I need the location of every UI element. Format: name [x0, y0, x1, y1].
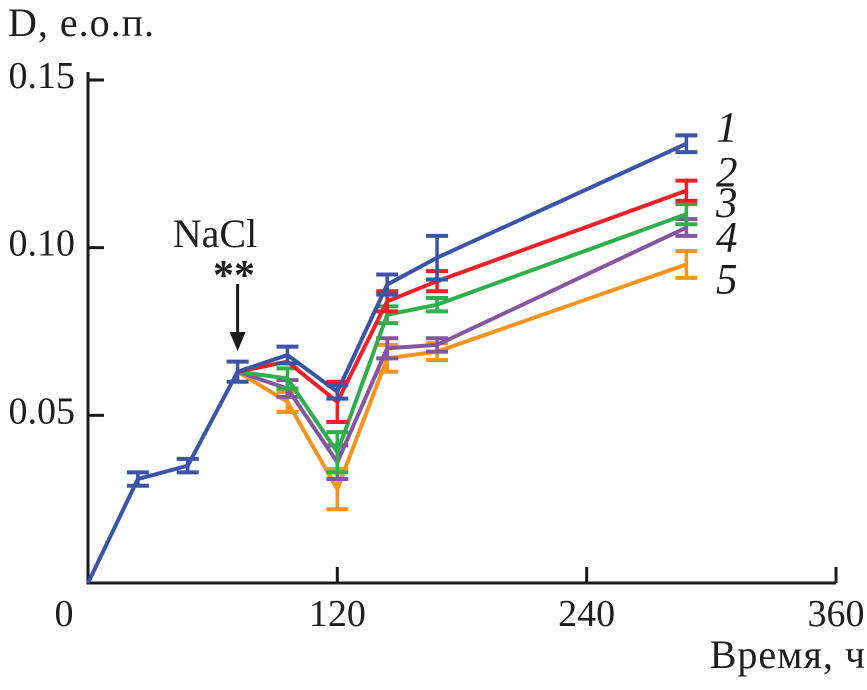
series-5-label: 5: [716, 256, 738, 303]
axes: 0.05 0.10 0.15 0 120 240 360: [9, 55, 865, 635]
series-4-label: 4: [716, 215, 738, 262]
series-2: [237, 178, 698, 425]
data-series: [86, 133, 698, 584]
nacl-annotation: NaCl **: [173, 211, 257, 351]
series-4: [236, 217, 698, 482]
x-tick-label: 360: [808, 593, 865, 635]
x-tick-label: 0: [55, 593, 74, 635]
series-3: [237, 202, 698, 475]
series-3-line: [237, 212, 688, 457]
arrow-head: [229, 332, 246, 351]
x-tick-label: 120: [309, 593, 366, 635]
y-tick-label: 0.10: [9, 223, 76, 265]
series-1: [86, 133, 698, 584]
series-5: [236, 249, 698, 512]
series-4-line: [236, 225, 688, 467]
nacl-label: NaCl: [173, 211, 257, 256]
x-axis-title: Время, ч: [710, 632, 866, 677]
significance-stars: **: [213, 253, 255, 299]
y-axis-title: D, е.о.п.: [8, 0, 155, 45]
y-tick-label: 0.05: [9, 390, 76, 432]
down-arrow-icon: [229, 284, 246, 351]
y-tick-label: 0.15: [9, 55, 76, 97]
series-1-line: [86, 141, 688, 584]
series-1-label: 1: [716, 105, 738, 152]
series-3-label: 3: [715, 180, 738, 227]
series-2-label: 2: [716, 150, 738, 197]
x-tick-label: 240: [558, 593, 615, 635]
